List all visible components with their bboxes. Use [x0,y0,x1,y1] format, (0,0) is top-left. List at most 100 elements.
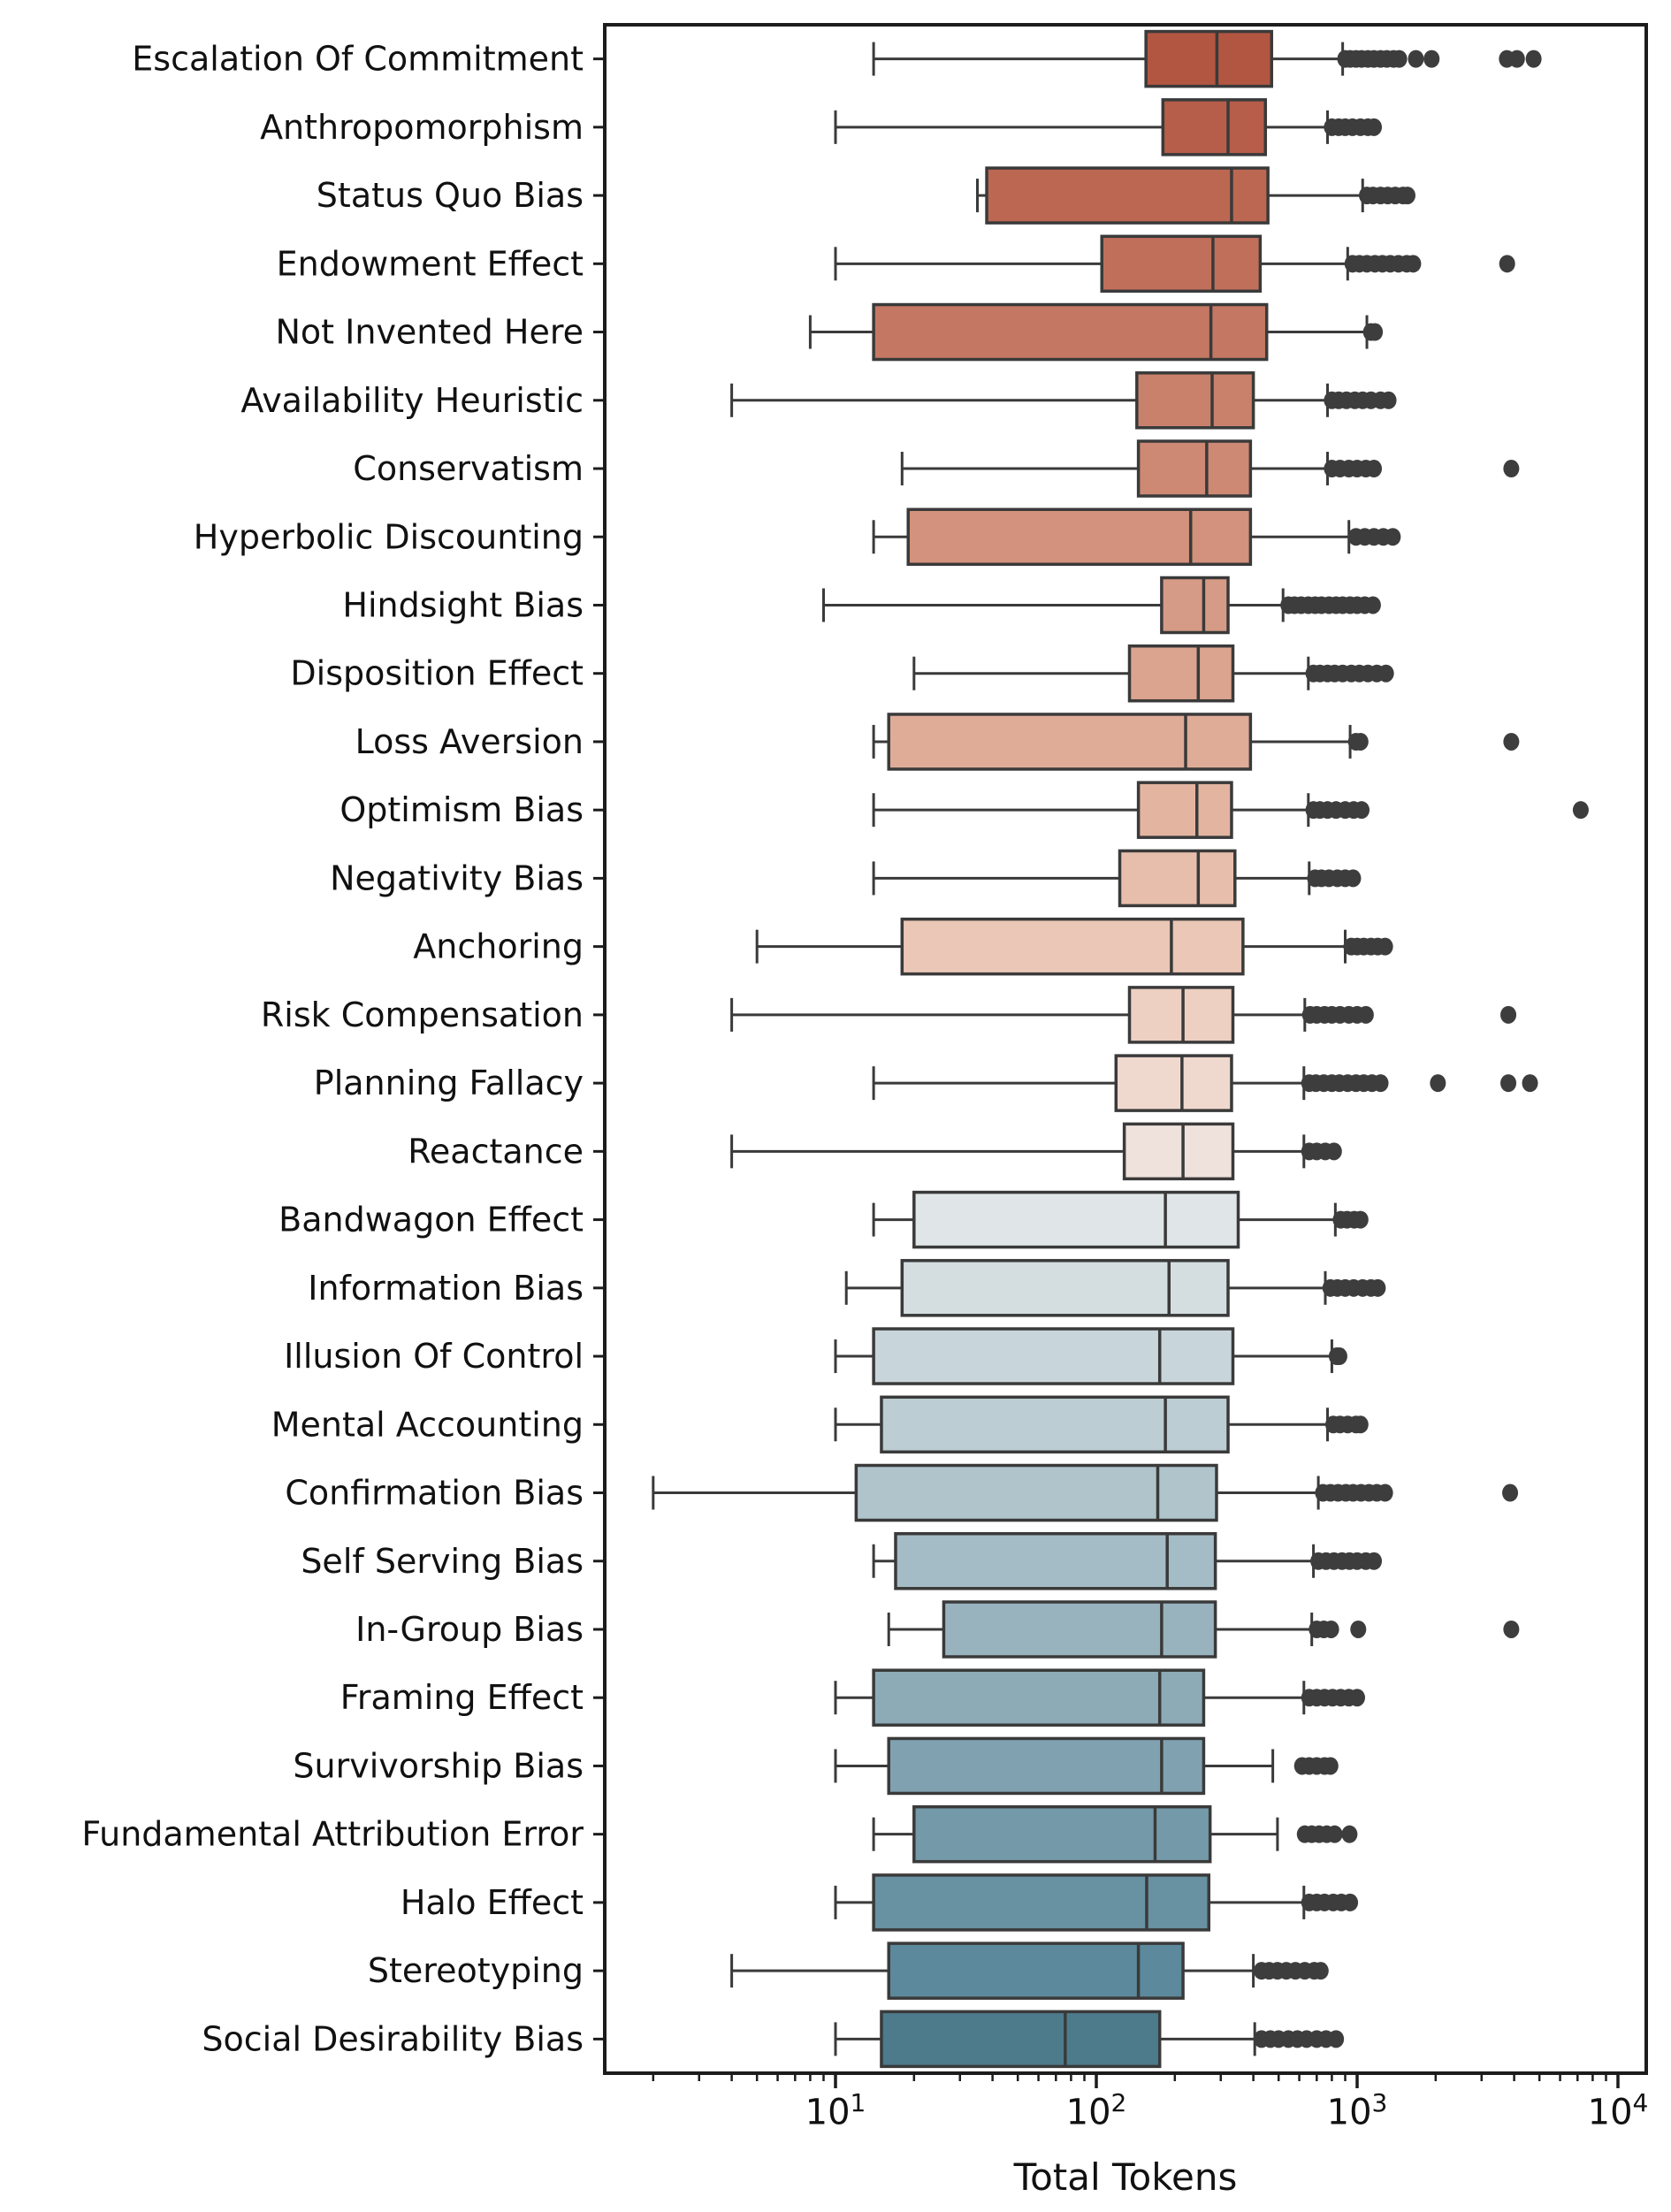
x-axis-title: Total Tokens [1013,2155,1238,2199]
box [1100,234,1263,294]
category-label: Stereotyping [368,1951,584,1990]
category-label: Confirmation Bias [285,1474,584,1513]
outlier-point [1377,1484,1393,1502]
outlier-point [1391,50,1408,68]
outlier-point [1405,255,1422,273]
category-label: Reactance [408,1132,584,1171]
axes-frame [603,23,1648,2075]
x-tick-label: 102 [1065,2088,1127,2133]
box [1144,29,1274,88]
outlier-point [1342,1893,1359,1911]
category-label: In-Group Bias [355,1610,584,1649]
box [872,1668,1206,1727]
box [1160,576,1230,635]
box [880,2010,1162,2069]
outlier-point [1352,1415,1369,1434]
box [1135,371,1255,430]
outlier-point [1377,664,1394,683]
category-label: Escalation Of Commitment [132,40,584,79]
outlier-point [1341,1825,1358,1843]
outlier-point [1380,391,1397,409]
outlier-point [1372,1074,1389,1093]
box [912,1190,1240,1249]
outlier-point [1377,937,1393,956]
box [1136,439,1253,498]
category-label: Planning Fallacy [314,1064,584,1102]
outlier-point [1350,1620,1367,1638]
outlier-point [1508,50,1525,68]
box [894,1532,1217,1590]
category-label: Endowment Effect [277,244,584,283]
category-label: Self Serving Bias [301,1542,584,1581]
outlier-point [1408,50,1424,68]
outlier-point [1503,460,1520,478]
box [1161,98,1268,156]
category-label: Framing Effect [340,1678,584,1717]
outlier-point [1522,1074,1538,1093]
box [872,1873,1211,1932]
outlier-point [1326,1825,1343,1843]
outlier-point [1370,1278,1386,1297]
box [872,302,1269,362]
box [900,1259,1230,1317]
outlier-point [1500,1005,1517,1024]
outlier-point [1503,1620,1520,1638]
outlier-point [1331,1347,1347,1366]
category-label: Survivorship Bias [293,1746,584,1785]
category-label: Halo Effect [401,1883,584,1922]
box [1136,781,1233,839]
outlier-point [1357,1005,1374,1024]
outlier-point [1525,50,1542,68]
category-label: Disposition Effect [290,654,584,693]
outlier-point [1364,596,1381,614]
outlier-point [1328,2030,1345,2048]
box [854,1463,1218,1522]
box [912,1804,1212,1864]
x-tick-label: 103 [1326,2088,1388,2133]
category-label: Anchoring [413,927,584,966]
outlier-point [1312,1962,1329,1980]
category-label: Loss Aversion [355,722,584,761]
category-label: Anthropomorphism [260,108,584,147]
box [1127,986,1235,1044]
box [887,1941,1185,2000]
box [906,507,1253,566]
outlier-point [1367,323,1384,341]
box [900,917,1245,976]
category-label: Hindsight Bias [342,585,584,624]
box [880,1395,1230,1454]
category-label: Mental Accounting [271,1405,584,1444]
outlier-point [1572,801,1589,820]
category-label: Optimism Bias [340,790,584,829]
category-label: Illusion Of Control [284,1337,584,1376]
box [887,713,1253,771]
box [887,1736,1206,1796]
outlier-point [1345,869,1362,888]
outlier-point [1499,255,1515,273]
outlier-point [1385,528,1401,546]
box [1118,849,1237,908]
outlier-point [1366,1552,1383,1570]
outlier-point [1430,1074,1446,1093]
category-label: Negativity Bias [330,858,584,897]
category-label: Availability Heuristic [240,381,584,420]
category-label: Fundamental Attribution Error [81,1815,584,1854]
outlier-point [1352,732,1369,751]
category-label: Conservatism [353,449,584,488]
category-label: Hyperbolic Discounting [194,517,584,556]
outlier-point [1366,118,1383,136]
outlier-point [1323,1620,1339,1638]
outlier-point [1325,1142,1342,1161]
x-tick-label: 104 [1587,2088,1649,2133]
outlier-point [1399,187,1415,205]
x-tick-label: 101 [805,2088,866,2133]
outlier-point [1354,801,1370,820]
category-label: Social Desirability Bias [202,2019,584,2058]
outlier-point [1502,1484,1519,1502]
outlier-point [1500,1074,1517,1093]
box [1114,1054,1233,1112]
outlier-point [1349,1689,1365,1707]
box [1127,644,1235,703]
